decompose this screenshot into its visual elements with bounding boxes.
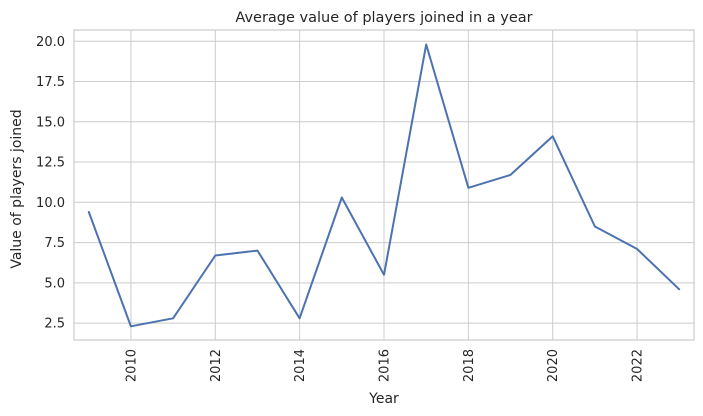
x-tick-label: 2014 — [293, 349, 308, 382]
chart-title: Average value of players joined in a yea… — [235, 10, 532, 26]
x-tick-label: 2022 — [631, 349, 646, 382]
grid — [74, 30, 694, 340]
y-tick-label: 17.5 — [36, 75, 65, 90]
x-axis-ticks: 2010 2012 2014 2016 2018 2020 2022 — [124, 349, 645, 382]
y-axis-ticks: 2.5 5.0 7.5 10.0 12.5 15.0 17.5 20.0 — [36, 35, 65, 332]
x-tick-label: 2010 — [124, 349, 139, 382]
y-tick-label: 20.0 — [36, 35, 65, 50]
x-tick-label: 2020 — [546, 349, 561, 382]
y-tick-label: 7.5 — [44, 236, 65, 251]
plot-area — [87, 43, 681, 328]
y-tick-label: 12.5 — [36, 156, 65, 171]
y-tick-label: 5.0 — [44, 276, 65, 291]
x-tick-label: 2012 — [209, 349, 224, 382]
plot-frame — [73, 29, 695, 341]
x-axis-label: Year — [368, 391, 399, 407]
x-tick-label: 2018 — [462, 349, 477, 382]
y-axis-label: Value of players joined — [9, 109, 25, 268]
x-tick-label: 2016 — [378, 349, 393, 382]
series-line — [87, 43, 681, 328]
y-tick-label: 10.0 — [36, 196, 65, 211]
y-tick-label: 2.5 — [44, 317, 65, 332]
y-tick-label: 15.0 — [36, 115, 65, 130]
